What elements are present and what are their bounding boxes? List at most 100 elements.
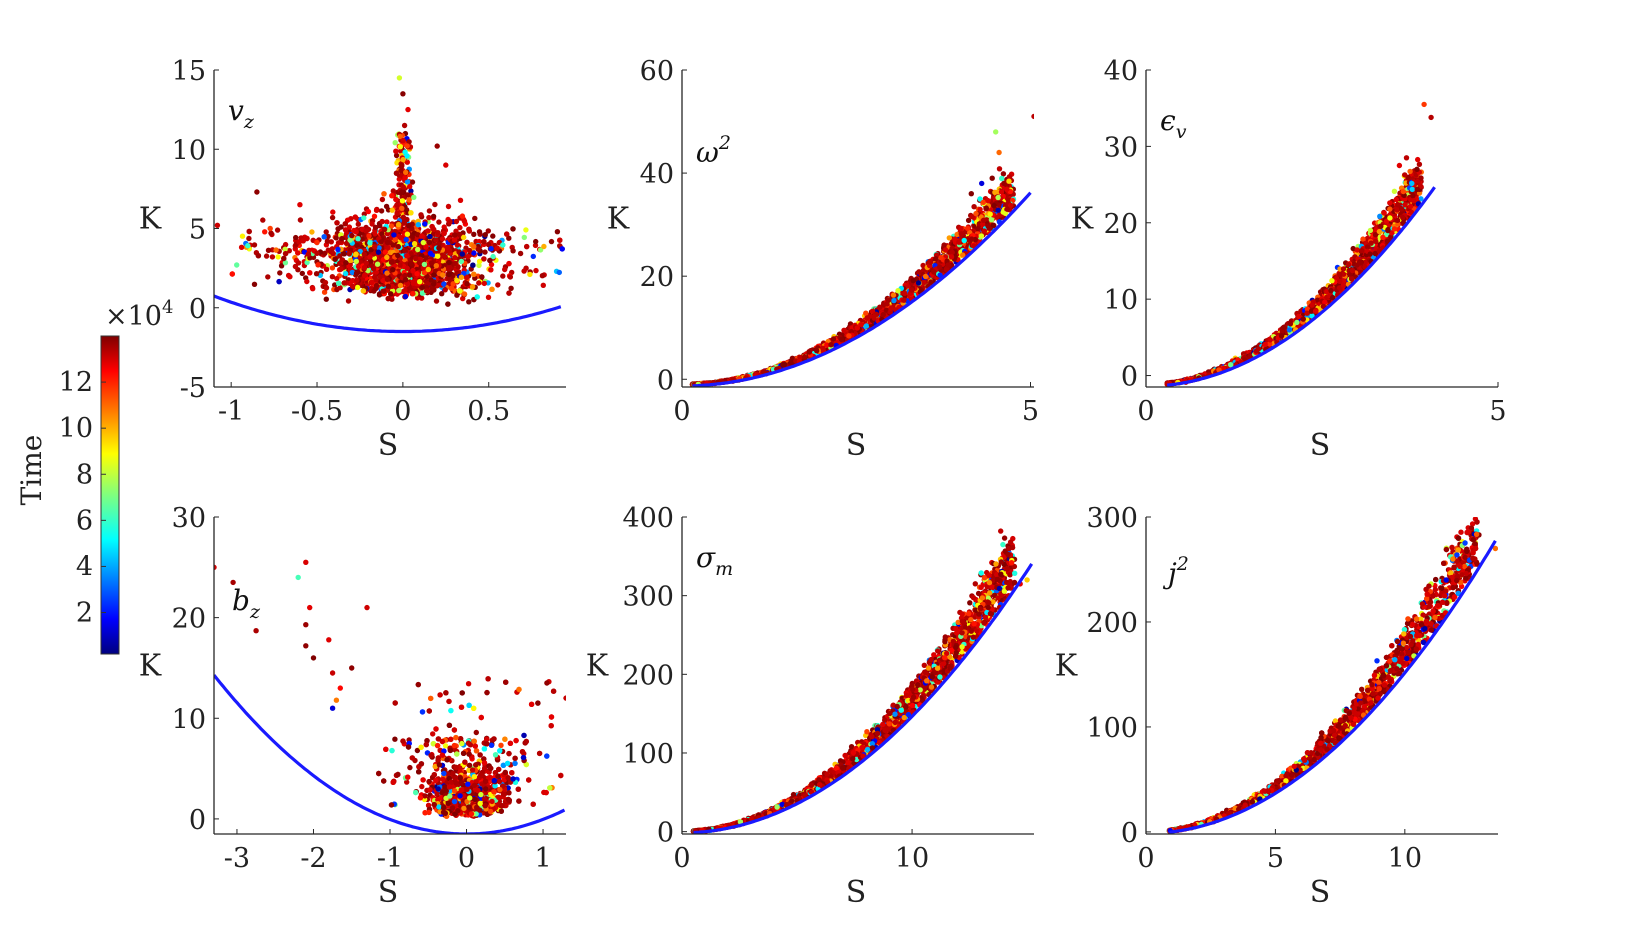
scatter-point — [390, 267, 396, 273]
scatter-point — [466, 226, 472, 232]
scatter-point — [399, 198, 406, 204]
scatter-point — [446, 259, 452, 266]
scatter-point — [439, 236, 446, 242]
scatter-point — [281, 255, 287, 262]
scatter-point — [384, 270, 390, 276]
scatter-point — [349, 283, 356, 290]
scatter-point — [287, 274, 293, 280]
y-axis-label: K — [139, 202, 162, 237]
scatter-point — [292, 263, 299, 270]
scatter-point — [422, 221, 428, 227]
scatter-point — [418, 212, 424, 218]
scatter-point — [414, 271, 420, 277]
scatter-point — [355, 236, 361, 242]
scatter-point — [457, 288, 463, 294]
scatter-point — [406, 285, 413, 291]
scatter-point — [374, 261, 381, 267]
scatter-point — [417, 279, 423, 285]
scatter-point — [490, 233, 496, 239]
scatter-point — [506, 260, 512, 267]
scatter-point — [352, 214, 358, 220]
scatter-point — [325, 233, 331, 240]
scatter-point — [391, 232, 397, 238]
scatter-points — [214, 75, 565, 307]
colorbar-tick-label: 6 — [76, 505, 93, 536]
scatter-point — [482, 232, 488, 238]
scatter-point — [371, 255, 377, 261]
scatter-point — [370, 266, 377, 272]
scatter-point — [388, 291, 394, 297]
scatter-point — [393, 148, 399, 154]
scatter-point — [472, 215, 478, 222]
scatter-point — [376, 245, 382, 251]
scatter-point — [524, 243, 530, 250]
scatter-point — [267, 225, 273, 232]
scatter-point — [400, 184, 407, 190]
scatter-point — [400, 137, 406, 144]
scatter-point — [278, 263, 285, 269]
scatter-point — [432, 201, 438, 208]
scatter-point — [353, 258, 359, 265]
scatter-point — [460, 234, 467, 241]
scatter-point — [389, 207, 395, 213]
scatter-point — [361, 264, 368, 271]
scatter-point — [345, 298, 352, 304]
scatter-point — [858, 322, 864, 328]
scatter-point — [315, 262, 321, 268]
scatter-point — [428, 260, 435, 266]
scatter-point — [407, 183, 413, 190]
scatter-point — [402, 277, 409, 283]
scatter-point — [265, 247, 272, 253]
scatter-point — [274, 227, 281, 233]
scatter-point — [452, 255, 458, 261]
scatter-point — [419, 284, 425, 291]
scatter-point — [353, 270, 360, 276]
scatter-point — [461, 218, 468, 224]
scatter-point — [481, 280, 487, 287]
colorbar-tick-label: 10 — [59, 413, 93, 444]
scatter-point — [1000, 171, 1007, 177]
scatter-point — [404, 179, 411, 185]
scatter-point — [426, 208, 433, 214]
scatter-point — [329, 214, 336, 221]
scatter-point — [367, 240, 373, 246]
scatter-point — [423, 288, 430, 294]
scatter-point — [335, 226, 341, 232]
scatter-point — [349, 269, 355, 276]
scatter-point — [408, 210, 414, 216]
scatter-point — [353, 229, 359, 235]
scatter-point — [517, 250, 524, 257]
scatter-point — [476, 229, 483, 235]
scatter-point — [367, 258, 374, 264]
scatter-point — [400, 156, 406, 163]
scatter-point — [446, 271, 452, 278]
scatter-point — [329, 274, 336, 280]
scatter-point — [393, 196, 399, 203]
scatter-point — [398, 148, 404, 154]
scatter-point — [394, 160, 400, 166]
scatter-point — [392, 140, 398, 146]
scatter-point — [548, 238, 555, 245]
scatter-point — [469, 284, 476, 290]
scatter-point — [282, 241, 289, 248]
scatter-point — [375, 249, 382, 255]
scatter-point — [347, 237, 353, 243]
scatter-point — [379, 196, 386, 203]
scatter-point — [395, 221, 402, 228]
scatter-point — [431, 281, 437, 287]
scatter-point — [346, 224, 353, 230]
scatter-point — [436, 245, 442, 251]
scatter-point — [464, 239, 470, 245]
scatter-point — [404, 153, 410, 159]
scatter-point — [471, 271, 477, 277]
scatter-point — [506, 290, 512, 296]
scatter-point — [394, 202, 400, 208]
scatter-point — [510, 226, 516, 232]
scatter-point — [323, 229, 329, 235]
scatter-point — [532, 242, 539, 249]
scatter-point — [448, 285, 455, 291]
scatter-point — [510, 248, 516, 254]
x-tick-label: 0 — [394, 396, 411, 427]
scatter-point — [539, 273, 546, 279]
